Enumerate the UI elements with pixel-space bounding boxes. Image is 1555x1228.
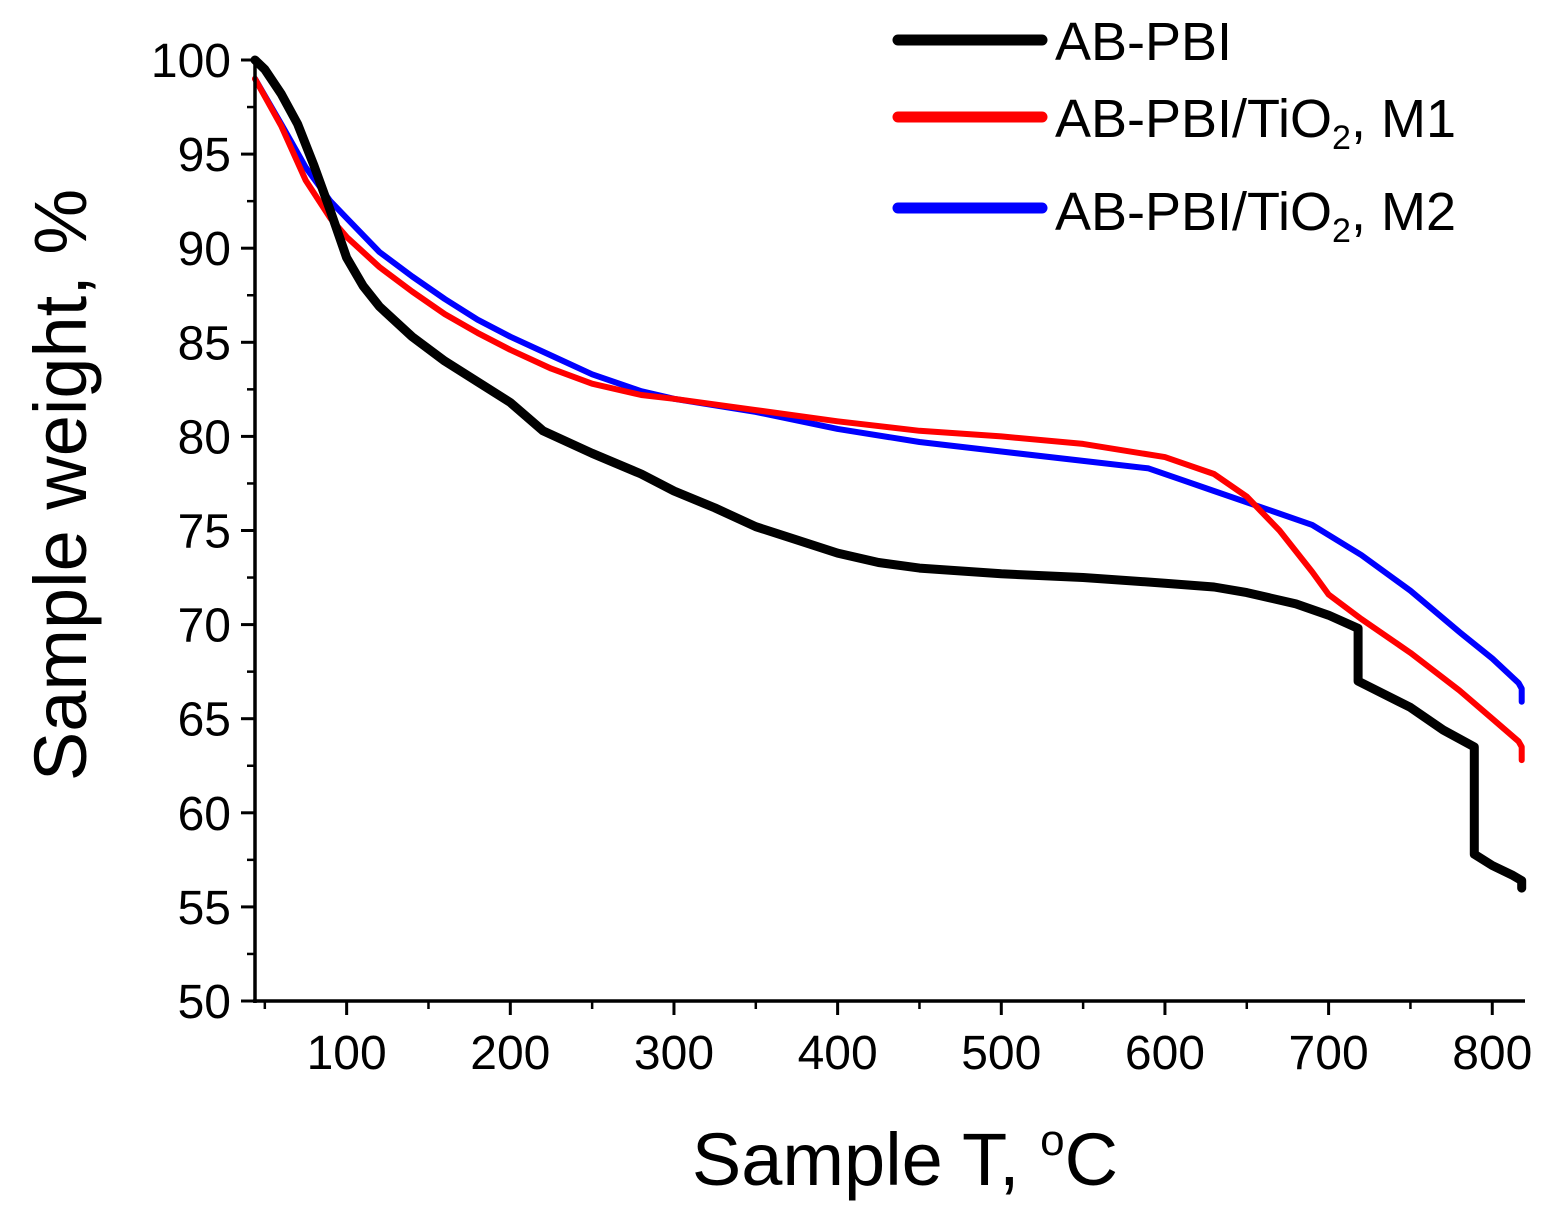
x-tick-label: 300	[634, 1027, 714, 1080]
legend-label-m2-suffix: , M2	[1351, 182, 1456, 242]
x-axis-title-unit: C	[1065, 1118, 1118, 1201]
y-tick-label: 65	[178, 694, 231, 747]
x-axis-title-degree: o	[1040, 1116, 1064, 1165]
y-tick-label: 60	[178, 788, 231, 841]
legend-label-m1-subscript: 2	[1332, 119, 1351, 157]
x-tick-label: 100	[307, 1027, 387, 1080]
x-axis-title: Sample T, oC	[692, 1116, 1118, 1201]
legend-label-m1: AB-PBI/TiO2, M1	[1055, 89, 1456, 157]
x-tick-label: 500	[961, 1027, 1041, 1080]
y-tick-label: 55	[178, 882, 231, 935]
legend-label-ab-pbi: AB-PBI	[1055, 12, 1232, 72]
y-tick-label: 85	[178, 317, 231, 370]
y-tick-label: 75	[178, 506, 231, 559]
y-tick-label: 50	[178, 976, 231, 1029]
legend-label-m1-suffix: , M1	[1351, 89, 1456, 149]
x-tick-label: 800	[1452, 1027, 1532, 1080]
x-axis-title-main: Sample T,	[692, 1118, 1040, 1201]
y-tick-label: 80	[178, 411, 231, 464]
legend-item-ab-pbi: AB-PBI	[892, 12, 1232, 72]
x-tick-label: 600	[1125, 1027, 1205, 1080]
legend-label-m2-main: AB-PBI/TiO	[1055, 182, 1332, 242]
y-tick-label: 70	[178, 600, 231, 653]
legend-label-m2-subscript: 2	[1332, 212, 1351, 250]
legend-label-ab-pbi-text: AB-PBI	[1055, 12, 1232, 72]
series-line-ab-pbi	[250, 55, 1527, 893]
series-line-ab-pbi-tio2-m2	[252, 75, 1525, 705]
series-layer	[250, 55, 1527, 893]
x-tick-label: 200	[470, 1027, 550, 1080]
series-line-ab-pbi-tio2-m1	[252, 75, 1525, 764]
axes-layer	[253, 60, 1525, 1003]
legend-item-m1: AB-PBI/TiO2, M1	[892, 89, 1456, 157]
ticks-layer: 50 55 60 65 70 75 80 85 90 95 100 100 200 300 400 500 60…	[151, 35, 1532, 1080]
legend-label-m1-main: AB-PBI/TiO	[1055, 89, 1332, 149]
legend-item-m2: AB-PBI/TiO2, M2	[892, 182, 1456, 250]
x-tick-label: 700	[1289, 1027, 1369, 1080]
x-tick-label: 400	[798, 1027, 878, 1080]
y-tick-label: 90	[178, 223, 231, 276]
legend: AB-PBI AB-PBI/TiO2, M1 AB-PBI/TiO2, M2	[892, 12, 1456, 250]
legend-label-m2: AB-PBI/TiO2, M2	[1055, 182, 1456, 250]
y-tick-label: 95	[178, 129, 231, 182]
y-axis-title: Sample weight, %	[19, 189, 102, 781]
y-tick-label: 100	[151, 35, 231, 88]
